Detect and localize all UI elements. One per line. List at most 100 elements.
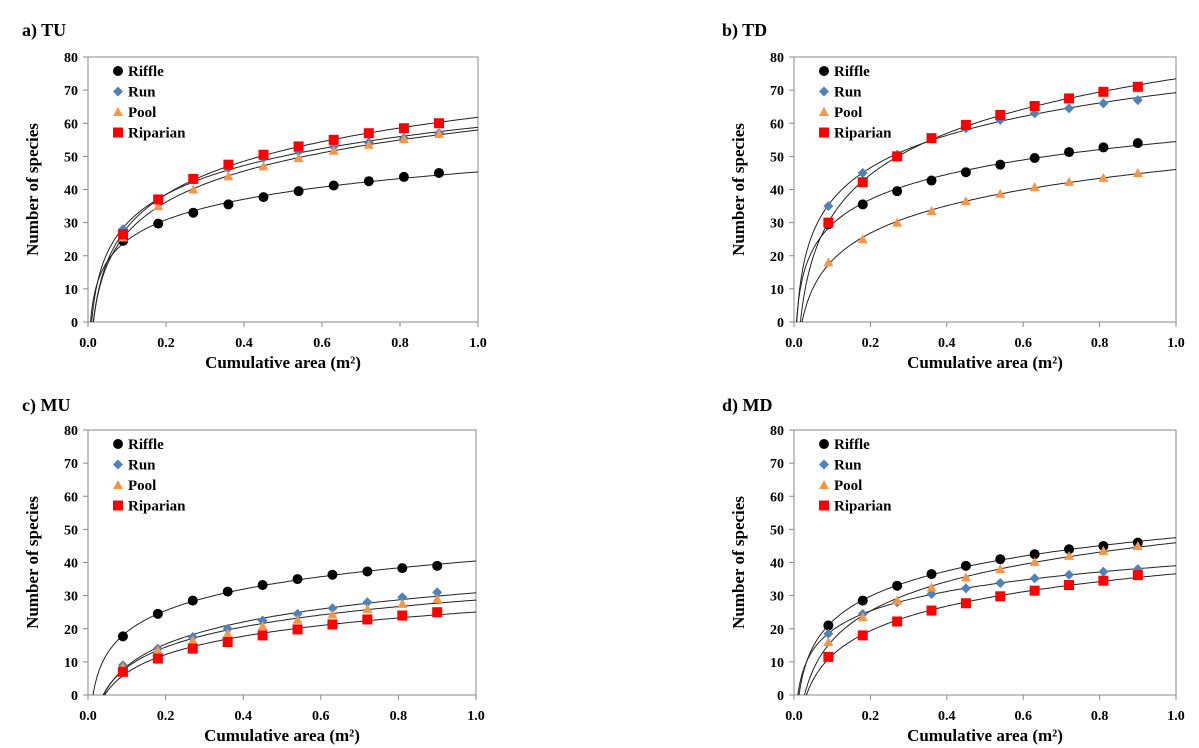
data-point-pool — [960, 572, 971, 582]
fit-curve-pool — [92, 129, 479, 322]
data-point-riffle — [857, 199, 868, 210]
x-tick-label: 0.8 — [1091, 709, 1109, 724]
data-point-pool — [362, 603, 373, 613]
data-point-riffle — [926, 569, 937, 580]
data-point-riffle — [960, 167, 971, 178]
data-point-riparian — [823, 217, 834, 228]
chart-panel-2: b) TD 0 10 20 30 40 50 60 70 80 0.0 0.2 0.4 0.6 0.8 1.0… — [722, 20, 1185, 372]
y-axis-label: Number of species — [729, 123, 748, 256]
legend-label: Riffle — [128, 64, 164, 80]
data-point-riffle — [257, 580, 268, 591]
legend-label: Run — [834, 458, 862, 474]
y-tick-label: 30 — [64, 590, 78, 605]
data-point-run — [397, 592, 408, 603]
panel-title: b) TD — [722, 20, 767, 41]
y-tick-label: 10 — [64, 283, 78, 298]
data-point-riparian — [434, 118, 444, 129]
data-point-riparian — [187, 643, 198, 654]
legend-label: Riparian — [128, 126, 186, 142]
data-point-run — [857, 167, 868, 178]
y-tick-label: 20 — [770, 623, 784, 638]
data-point-riparian — [292, 624, 303, 635]
data-point-pool — [1064, 176, 1075, 186]
data-point-pool — [397, 598, 408, 608]
x-tick-label: 0.4 — [938, 709, 956, 724]
data-point-riffle — [223, 199, 234, 210]
data-point-riffle — [857, 595, 868, 606]
legend-label: Riffle — [834, 64, 870, 80]
legend-marker-run — [113, 86, 123, 97]
data-point-run — [362, 597, 373, 608]
y-tick-label: 20 — [64, 250, 78, 265]
data-point-riffle — [327, 569, 338, 580]
data-point-riparian — [328, 134, 339, 145]
legend-label: Pool — [128, 105, 156, 121]
x-tick-label: 0.0 — [785, 709, 803, 724]
fit-curve-riffle — [90, 171, 479, 323]
data-point-riparian — [327, 619, 338, 630]
legend-label: Pool — [128, 478, 156, 494]
y-tick-label: 70 — [64, 84, 78, 99]
x-tick-label: 0.2 — [862, 336, 880, 351]
data-point-riparian — [857, 630, 868, 641]
legend-marker-riparian — [819, 127, 829, 138]
data-point-run — [823, 628, 834, 639]
legend-label: Riparian — [834, 499, 892, 515]
data-point-riparian — [152, 653, 163, 664]
y-tick-label: 80 — [64, 424, 78, 439]
data-point-pool — [1029, 182, 1040, 192]
x-tick-label: 0.0 — [79, 709, 97, 724]
data-point-riparian — [823, 651, 834, 662]
legend-marker-pool — [819, 107, 829, 116]
data-point-pool — [857, 612, 868, 622]
data-point-riparian — [117, 666, 128, 677]
data-point-pool — [823, 637, 834, 646]
x-tick-label: 1.0 — [469, 336, 487, 351]
data-point-riffle — [892, 186, 903, 197]
x-tick-label: 0.6 — [1014, 336, 1032, 351]
y-tick-label: 0 — [71, 316, 78, 331]
y-tick-label: 60 — [64, 117, 78, 132]
fit-curve-pool — [801, 169, 1177, 322]
data-point-pool — [1098, 545, 1109, 555]
y-tick-label: 50 — [64, 150, 78, 165]
data-point-riffle — [397, 563, 408, 574]
x-axis-label: Cumulative area (m²) — [907, 353, 1063, 372]
data-point-pool — [995, 188, 1006, 198]
y-tick-label: 0 — [777, 689, 784, 704]
panel-title: d) MD — [722, 395, 773, 416]
data-point-riparian — [1029, 585, 1040, 596]
x-tick-label: 0.6 — [312, 709, 330, 724]
data-point-riffle — [292, 574, 303, 585]
data-point-riparian — [257, 630, 268, 641]
data-point-riffle — [153, 218, 164, 229]
data-point-riffle — [328, 180, 339, 191]
x-tick-label: 0.6 — [313, 336, 331, 351]
data-point-riffle — [960, 560, 971, 571]
legend-label: Riparian — [834, 126, 892, 142]
data-point-pool — [398, 134, 409, 144]
panel-title: a) TU — [22, 20, 66, 41]
fit-curve-riffle — [92, 560, 477, 696]
y-tick-label: 60 — [770, 117, 784, 132]
fit-curve-run — [103, 592, 477, 696]
chart-panel-1: a) TU 0 10 20 30 40 50 60 70 80 0.0 0.2 0.4 0.6 0.8 1.0… — [22, 20, 487, 372]
y-tick-label: 30 — [770, 217, 784, 232]
data-point-pool — [328, 145, 339, 155]
legend-label: Riffle — [128, 437, 164, 453]
legend-label: Run — [834, 85, 862, 101]
data-point-riparian — [960, 119, 971, 130]
data-point-run — [257, 615, 268, 626]
data-point-run — [327, 603, 338, 614]
data-point-riparian — [432, 607, 443, 618]
x-tick-label: 0.4 — [234, 709, 252, 724]
data-point-riparian — [1132, 570, 1143, 581]
fit-curve-riffle — [796, 141, 1177, 322]
data-point-pool — [1029, 556, 1040, 566]
data-point-riffle — [117, 631, 128, 642]
y-tick-label: 70 — [770, 84, 784, 99]
data-point-riffle — [995, 159, 1006, 170]
data-point-riffle — [258, 192, 269, 203]
data-point-run — [1064, 103, 1075, 114]
